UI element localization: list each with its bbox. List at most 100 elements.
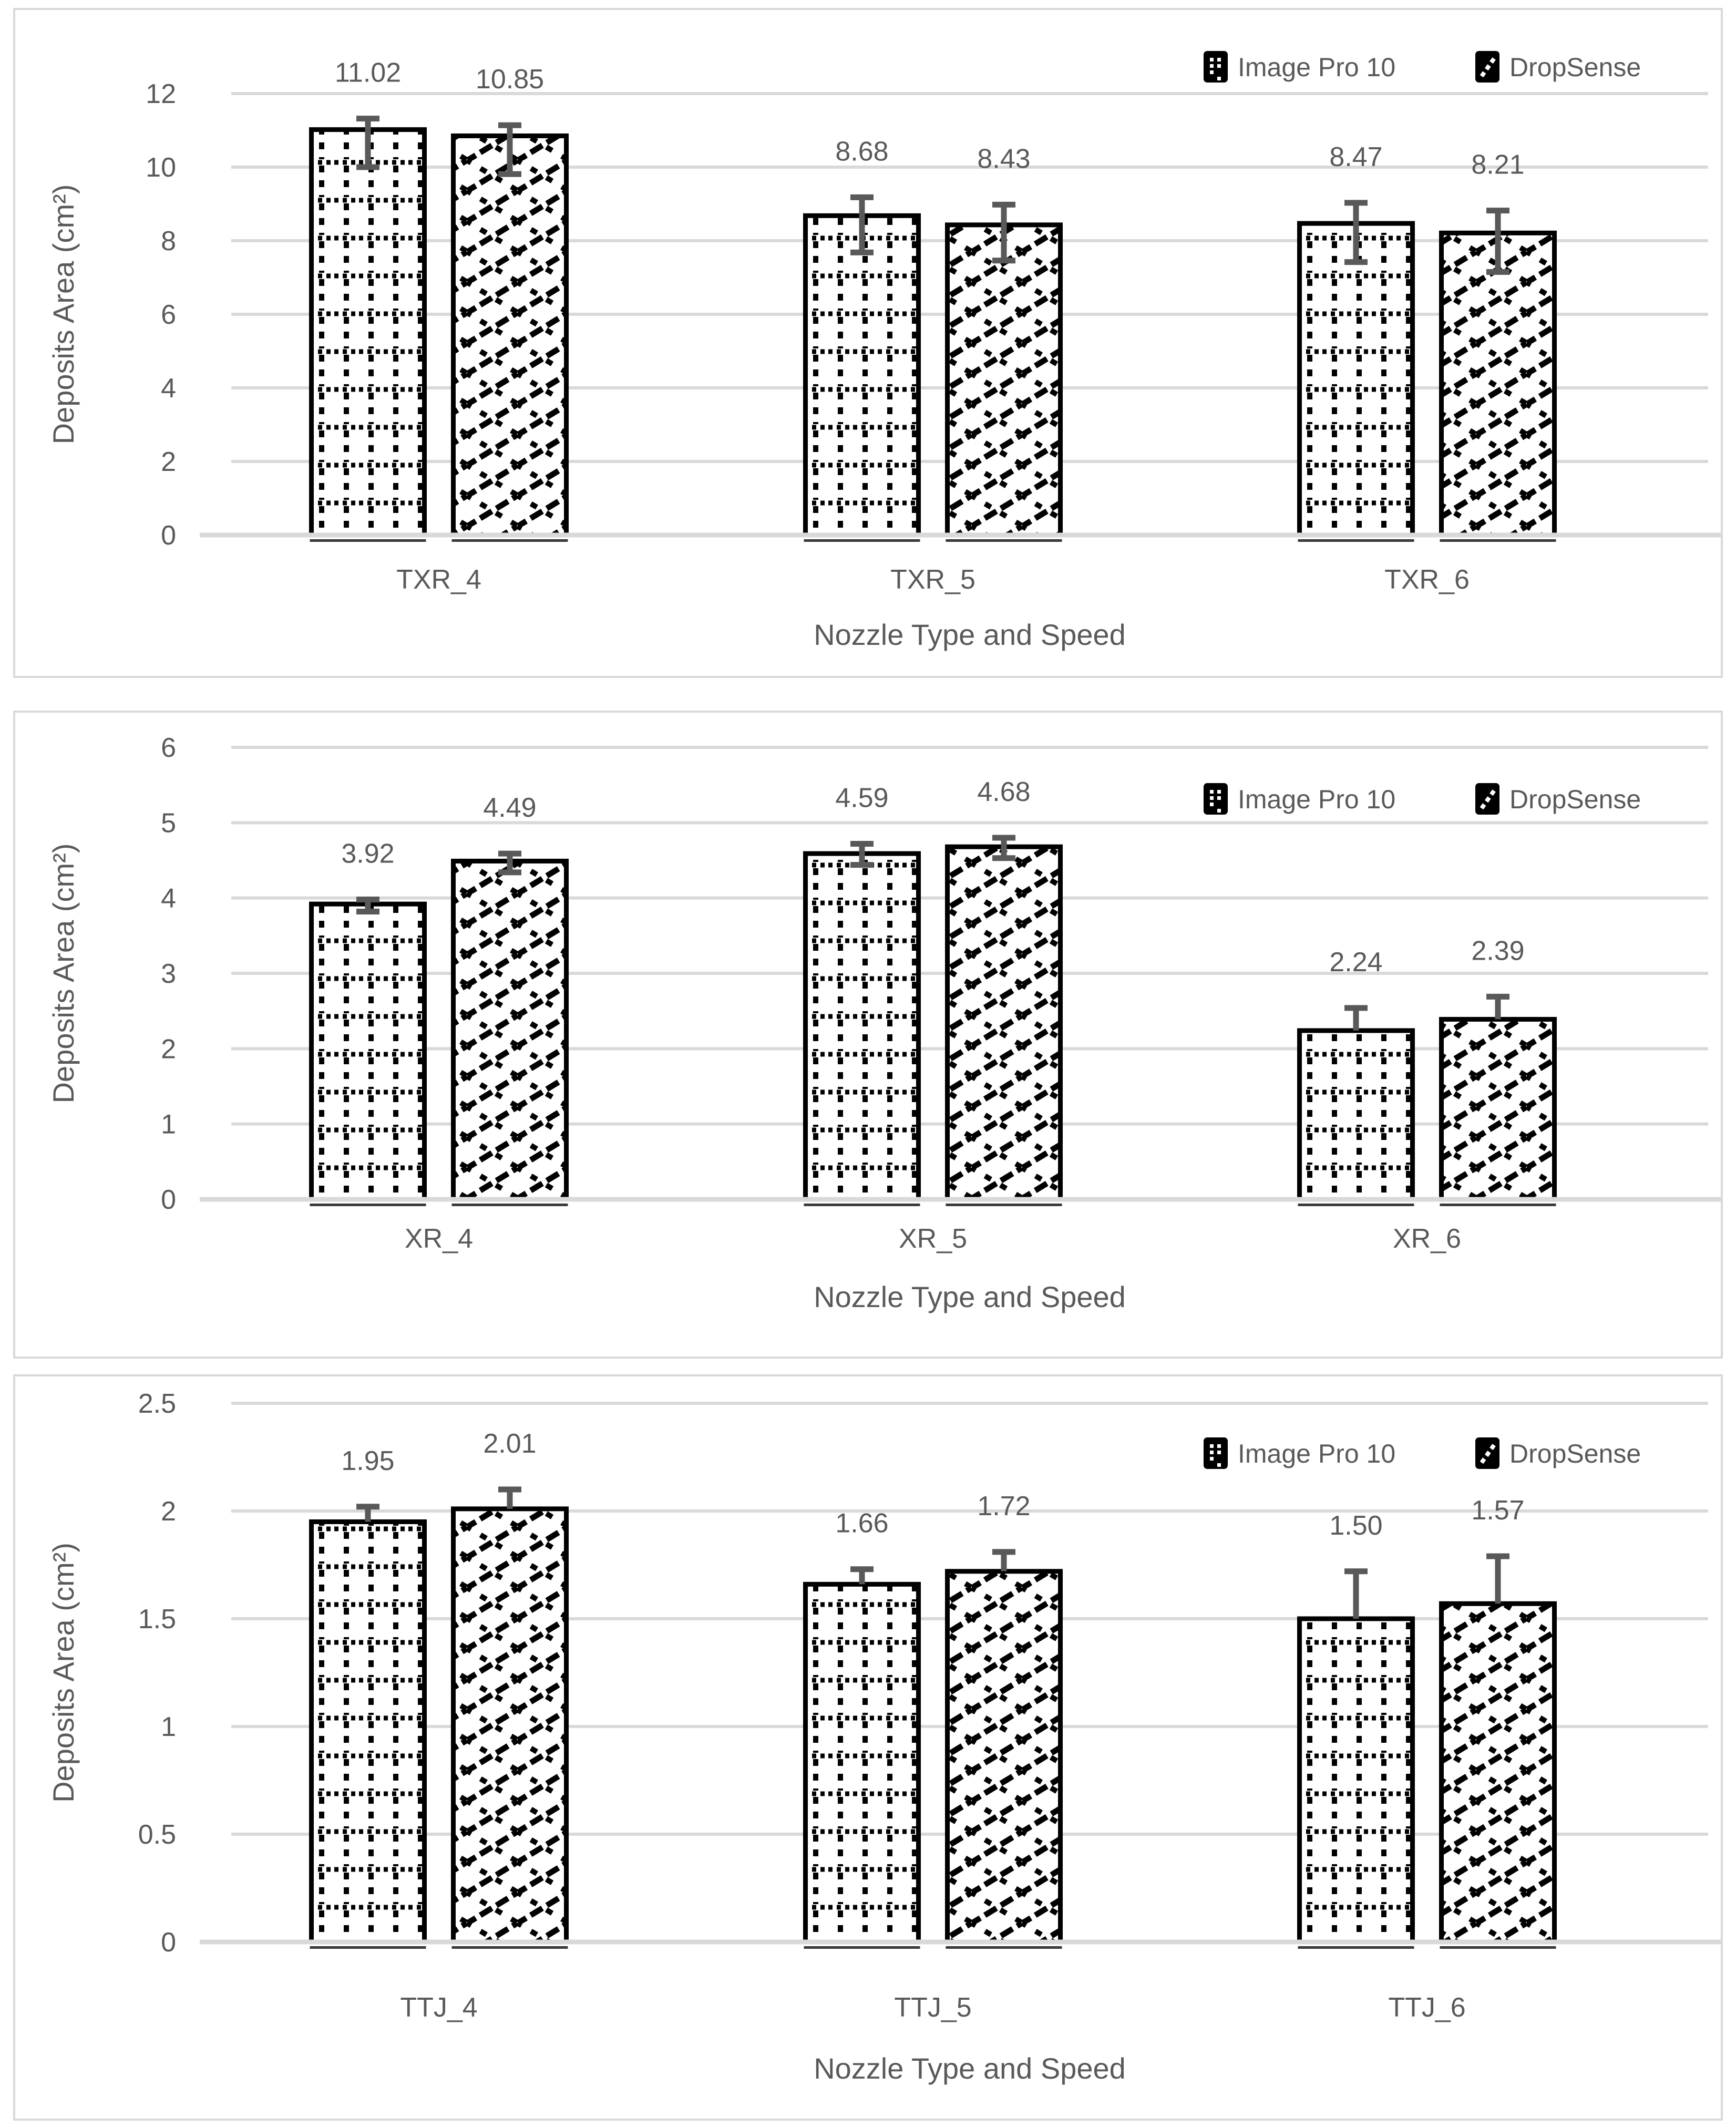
bar-base-mark: [1298, 1204, 1414, 1206]
value-label: 2.24: [1329, 947, 1382, 978]
bar-dropsense-TXR_5: [945, 222, 1063, 538]
y-tick-label: 0: [161, 1927, 176, 1958]
legend-label: Image Pro 10: [1238, 785, 1395, 814]
value-label: 1.50: [1329, 1510, 1382, 1541]
value-label: 10.85: [476, 64, 544, 95]
bar-base-mark: [310, 1946, 426, 1949]
bar-image-pro-10-XR_6: [1297, 1028, 1415, 1202]
bar-image-pro-10-TTJ_4: [309, 1519, 427, 1945]
y-axis-title: Deposits Area (cm²): [47, 844, 80, 1104]
dotted-grid-swatch-icon: [1204, 1437, 1228, 1469]
bar-dropsense-TXR_6: [1439, 230, 1557, 538]
x-category-label: TXR_5: [890, 564, 975, 595]
y-tick-label: 6: [161, 300, 176, 330]
bar-dropsense-TTJ_5: [945, 1569, 1063, 1945]
value-label: 8.47: [1329, 142, 1382, 172]
value-label: 4.49: [483, 793, 536, 823]
y-tick-label: 2.5: [138, 1389, 176, 1419]
value-label: 4.68: [977, 777, 1030, 807]
x-category-label: TTJ_6: [1388, 1992, 1465, 2023]
chart-panel-top: 12 10 8 6 4 2 0 Deposits Area (cm²) 11.02 8.68 8.4…: [13, 8, 1723, 678]
bar-base-mark: [946, 539, 1062, 542]
bar-image-pro-10-TXR_6: [1297, 221, 1415, 538]
bar-image-pro-10-XR_5: [803, 851, 921, 1202]
bar-base-mark: [946, 1946, 1062, 1949]
value-label: 2.39: [1471, 936, 1524, 966]
legend-label: DropSense: [1509, 53, 1641, 82]
y-tick-label: 6: [161, 733, 176, 763]
bar-dropsense-TTJ_6: [1439, 1601, 1557, 1945]
x-category-label: TXR_4: [396, 564, 481, 595]
value-label: 1.57: [1471, 1495, 1524, 1526]
y-tick-label: 4: [161, 373, 176, 404]
legend-item-image-pro-10: Image Pro 10: [1204, 1437, 1395, 1469]
chart-svg-0: 12 10 8 6 4 2 0 Deposits Area (cm²) 11.02 8.68 8.4…: [13, 8, 1723, 678]
bar-image-pro-10-TTJ_5: [803, 1581, 921, 1945]
x-category-label: XR_4: [405, 1224, 473, 1254]
value-label: 2.01: [483, 1428, 536, 1459]
x-axis-title: Nozzle Type and Speed: [814, 618, 1126, 651]
x-category-label: TXR_6: [1384, 564, 1470, 595]
legend-item-image-pro-10: Image Pro 10: [1204, 783, 1395, 815]
x-category-label: XR_5: [899, 1224, 967, 1254]
y-tick-label: 8: [161, 226, 176, 256]
bar-base-mark: [451, 1946, 568, 1949]
bar-base-mark: [1298, 539, 1414, 542]
dotted-grid-swatch-icon: [1204, 783, 1228, 815]
y-tick-label: 12: [146, 79, 176, 109]
x-axis-title: Nozzle Type and Speed: [814, 2052, 1126, 2085]
y-tick-label: 4: [161, 883, 176, 914]
value-label: 11.02: [335, 58, 401, 88]
bar-base-mark: [1440, 539, 1556, 542]
bar-dropsense-XR_5: [945, 844, 1063, 1202]
bar-base-mark: [451, 539, 568, 542]
legend-item-dropsense: DropSense: [1475, 1437, 1641, 1469]
value-label: 4.59: [835, 783, 888, 813]
chart-svg-2: 2.5 2 1.5 1 0.5 0 Deposits Area (cm²) 1.95 1.66 1…: [13, 1374, 1723, 2121]
bar-image-pro-10-TXR_5: [803, 213, 921, 538]
bar-base-mark: [804, 1204, 920, 1206]
value-label: 1.95: [341, 1446, 394, 1476]
y-axis-title: Deposits Area (cm²): [47, 184, 80, 445]
y-tick-label: 2: [161, 1034, 176, 1064]
bar-image-pro-10-TXR_4: [309, 127, 427, 538]
y-tick-label: 0: [161, 520, 176, 551]
x-category-label: XR_6: [1393, 1224, 1461, 1254]
value-label: 1.66: [835, 1508, 888, 1539]
legend-item-dropsense: DropSense: [1475, 783, 1641, 815]
bar-base-mark: [451, 1204, 568, 1206]
value-label: 8.21: [1471, 150, 1524, 180]
bar-base-mark: [310, 539, 426, 542]
chart-panel-bottom: 2.5 2 1.5 1 0.5 0 Deposits Area (cm²) 1.95 1.66 1…: [13, 1374, 1723, 2121]
value-label: 1.72: [977, 1491, 1030, 1522]
value-label: 3.92: [341, 839, 394, 869]
bar-dropsense-XR_4: [451, 858, 569, 1202]
x-category-label: TTJ_5: [894, 1992, 971, 2023]
y-tick-label: 0.5: [138, 1819, 176, 1850]
bar-base-mark: [1298, 1946, 1414, 1949]
value-label: 8.68: [835, 136, 888, 167]
y-tick-label: 2: [161, 447, 176, 477]
bar-image-pro-10-TTJ_6: [1297, 1616, 1415, 1945]
bar-dropsense-XR_6: [1439, 1016, 1557, 1202]
legend-item-dropsense: DropSense: [1475, 51, 1641, 83]
x-axis-title: Nozzle Type and Speed: [814, 1280, 1126, 1313]
chart-panel-middle: 6 5 4 3 2 1 0 Deposits Area (cm²) 3.92 4.59 2.24 4.…: [13, 711, 1723, 1359]
bar-image-pro-10-XR_4: [309, 901, 427, 1202]
bar-base-mark: [946, 1204, 1062, 1206]
legend-label: DropSense: [1509, 785, 1641, 814]
bar-dropsense-TXR_4: [451, 133, 569, 538]
value-label: 8.43: [977, 143, 1030, 174]
y-tick-label: 1: [161, 1109, 176, 1140]
dotted-grid-swatch-icon: [1204, 51, 1228, 83]
y-tick-label: 2: [161, 1496, 176, 1527]
legend-label: Image Pro 10: [1238, 1439, 1395, 1468]
y-tick-label: 5: [161, 808, 176, 838]
bar-base-mark: [310, 1204, 426, 1206]
bar-base-mark: [1440, 1946, 1556, 1949]
bar-base-mark: [804, 539, 920, 542]
y-tick-label: 3: [161, 959, 176, 989]
y-tick-label: 10: [146, 152, 176, 183]
y-tick-label: 1: [161, 1712, 176, 1742]
